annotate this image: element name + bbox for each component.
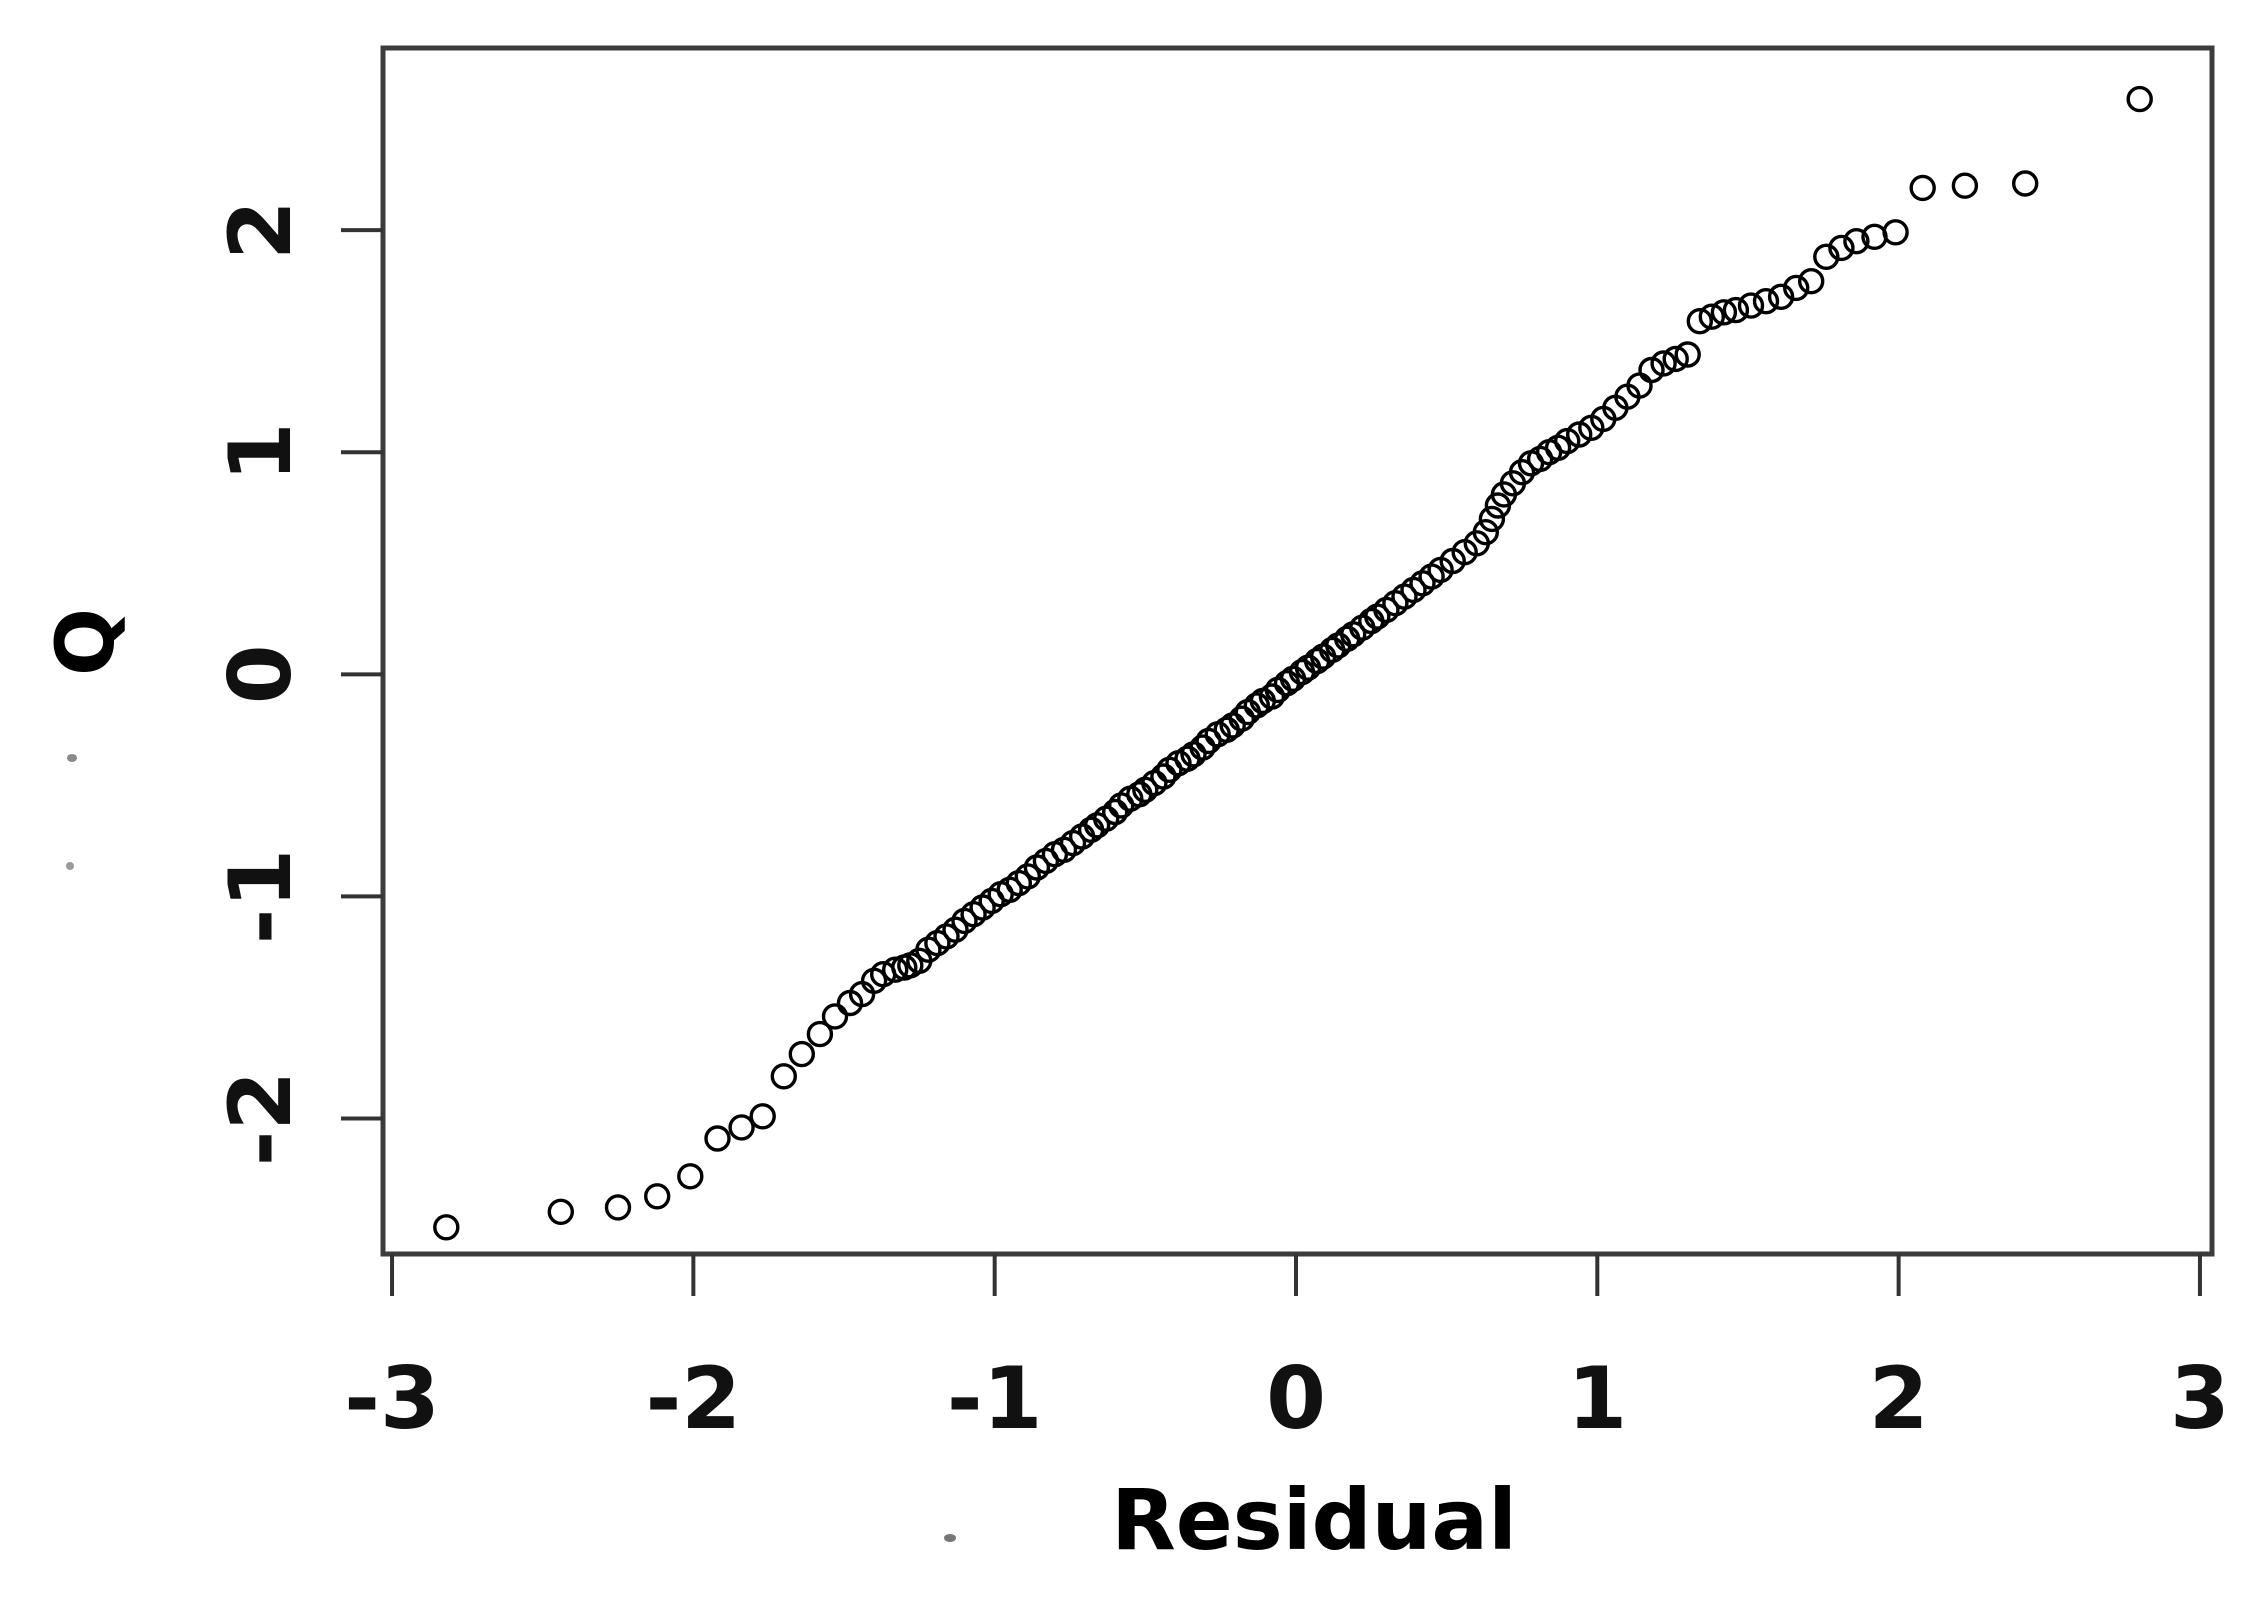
artifact-speck <box>67 754 77 762</box>
data-point <box>547 1198 574 1226</box>
y-axis-ticks <box>341 228 383 1121</box>
data-point <box>2126 85 2153 113</box>
x-axis-ticks <box>390 1254 2202 1296</box>
data-point <box>1909 174 1936 202</box>
data-point <box>942 916 969 943</box>
scatter-points <box>433 85 2153 1241</box>
data-point <box>1698 303 1726 330</box>
data-point <box>704 1125 731 1152</box>
data-point <box>1014 863 1042 890</box>
x-tick-label: -1 <box>947 1349 1043 1449</box>
y-tick-label: 1 <box>211 422 311 482</box>
data-point <box>1674 341 1701 368</box>
y-tick-label: -1 <box>211 849 311 945</box>
x-tick-label: -2 <box>646 1349 742 1449</box>
data-point <box>644 1183 671 1210</box>
x-axis-label: Residual <box>1111 1471 1517 1569</box>
data-point <box>728 1114 755 1141</box>
y-tick-label: -2 <box>211 1071 311 1167</box>
data-point <box>1662 345 1689 373</box>
data-point <box>1650 350 1677 377</box>
data-point <box>1472 519 1500 546</box>
data-point <box>1813 243 1840 270</box>
data-point <box>1782 274 1810 302</box>
data-point <box>1843 227 1870 255</box>
data-point <box>677 1163 704 1190</box>
data-point <box>1722 296 1750 324</box>
y-tick-label: 0 <box>211 644 311 704</box>
y-tick-label: 2 <box>211 200 311 260</box>
y-axis-tick-labels: -2 -1 0 1 2 <box>211 200 311 1166</box>
data-point <box>1189 734 1216 761</box>
data-point <box>1478 505 1506 533</box>
y-axis-label: Q <box>39 608 132 676</box>
data-point <box>1828 234 1855 262</box>
data-point <box>433 1214 460 1241</box>
data-point <box>1508 459 1536 486</box>
data-point <box>821 1003 849 1030</box>
data-point <box>2011 170 2039 197</box>
data-point <box>1243 692 1271 719</box>
data-point <box>1951 172 1979 199</box>
data-point <box>1710 299 1738 326</box>
data-point <box>749 1103 776 1130</box>
data-point <box>1752 288 1780 315</box>
data-point <box>1101 798 1129 826</box>
data-point <box>770 1063 797 1090</box>
data-point <box>1228 705 1256 732</box>
data-point <box>1882 219 1909 246</box>
x-tick-label: 0 <box>1266 1349 1326 1449</box>
artifact-speck <box>66 862 74 870</box>
x-tick-label: -3 <box>344 1349 440 1449</box>
data-point <box>806 1020 834 1048</box>
x-tick-label: 1 <box>1567 1349 1627 1449</box>
plot-area <box>380 45 2215 1257</box>
data-point <box>788 1040 815 1068</box>
data-point <box>1737 292 1765 319</box>
data-point <box>1686 308 1714 335</box>
x-tick-label: 2 <box>1869 1349 1929 1449</box>
data-point <box>1150 763 1177 790</box>
data-point <box>1797 268 1825 295</box>
x-axis-tick-labels: -3 -2 -1 0 1 2 3 <box>344 1349 2230 1449</box>
artifact-speck <box>944 1534 956 1542</box>
data-point <box>604 1194 632 1221</box>
data-point <box>1258 683 1286 710</box>
x-tick-label: 3 <box>2170 1349 2230 1449</box>
data-point <box>1767 283 1795 310</box>
